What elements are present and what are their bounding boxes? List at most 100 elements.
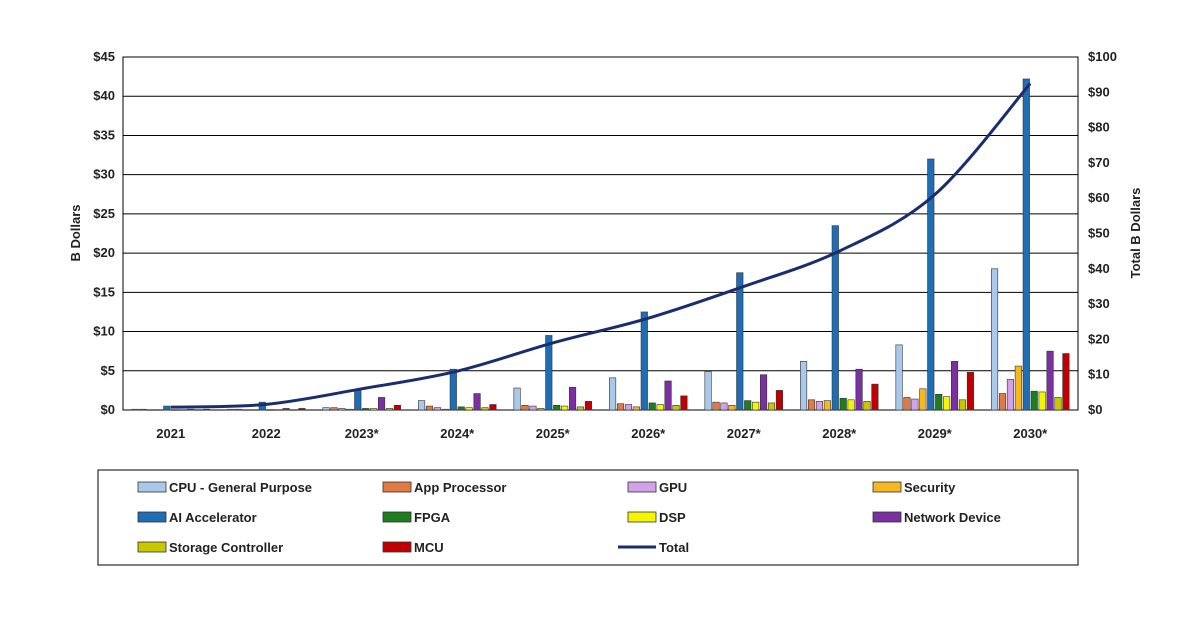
bar-ai-accelerator (927, 158, 935, 411)
x-tick-label: 2022 (252, 426, 281, 441)
legend-swatch-app-processor (382, 481, 412, 493)
bar-network-device (187, 408, 195, 411)
bar-network-device (1046, 350, 1054, 411)
x-tick-label: 2024* (440, 426, 475, 441)
y2-tick-label: $70 (1088, 155, 1110, 170)
legend-label-fpga: FPGA (414, 510, 451, 525)
axes: $0 $5 $10 $15 $20 $25 $30 $35 $40 $45 $0 $10 $20 $30 $… (68, 49, 1143, 441)
bar-dsp (274, 409, 282, 411)
bar-dsp (847, 399, 855, 411)
legend-box (97, 469, 1079, 566)
bar-fpga (935, 394, 943, 411)
x-tick-label: 2029* (918, 426, 953, 441)
legend-swatch-storage-controller (137, 541, 167, 553)
y2-tick-label: $30 (1088, 296, 1110, 311)
bar-security (728, 404, 736, 411)
y2-tick-label: $50 (1088, 226, 1110, 241)
y-tick-label: $40 (93, 88, 115, 103)
bar-gpu (242, 409, 250, 411)
bar-security (1014, 365, 1022, 411)
bar-storage-controller (1054, 397, 1062, 411)
bar-gpu (433, 407, 441, 411)
bar-security (823, 400, 831, 411)
bar-fpga (648, 402, 656, 411)
legend-swatch-dsp (627, 511, 657, 523)
legend-swatch-cpu-general-purpose (137, 481, 167, 493)
bar-network-device (569, 386, 577, 411)
bar-storage-controller (481, 407, 489, 411)
bar-cpu-general-purpose (704, 371, 712, 411)
bar-storage-controller (290, 409, 298, 411)
bar-gpu (720, 402, 728, 411)
y2-tick-label: $60 (1088, 190, 1110, 205)
bar-network-device (282, 408, 290, 411)
bar-cpu-general-purpose (609, 377, 617, 411)
y-tick-label: $5 (101, 363, 115, 378)
bar-storage-controller (958, 399, 967, 411)
y2-tick-label: $90 (1088, 84, 1110, 99)
bar-cpu-general-purpose (322, 407, 330, 411)
bar-fpga (553, 404, 561, 411)
bar-gpu (624, 404, 632, 411)
bar-fpga (1030, 390, 1038, 411)
total-line (170, 82, 1032, 409)
bar-security (250, 409, 258, 411)
legend-swatch-fpga (382, 511, 412, 523)
bar-app-processor (998, 393, 1007, 411)
legend-swatch-gpu (627, 481, 657, 493)
bar-mcu (489, 404, 497, 411)
bar-gpu (147, 409, 155, 411)
y-tick-label: $10 (93, 324, 115, 339)
bar-security (346, 408, 354, 411)
bar-mcu (584, 401, 592, 411)
x-tick-label: 2025* (536, 426, 571, 441)
x-tick-label: 2023* (345, 426, 380, 441)
bar-ai-accelerator (449, 368, 457, 411)
bar-security (441, 408, 449, 411)
bar-cpu-general-purpose (227, 408, 235, 411)
y-tick-label: $25 (93, 206, 115, 221)
bar-cpu-general-purpose (131, 408, 139, 411)
y2-tick-label: $40 (1088, 261, 1110, 276)
legend-label-app-processor: App Processor (414, 480, 506, 495)
legend-label-cpu-general-purpose: CPU - General Purpose (169, 480, 312, 495)
bar-network-device (951, 361, 959, 411)
bar-fpga (457, 406, 465, 411)
y-tick-label: $20 (93, 245, 115, 260)
y-tick-label: $0 (101, 402, 115, 417)
bar-cpu-general-purpose (513, 387, 521, 411)
bar-fpga (839, 397, 847, 411)
bar-dsp (465, 407, 473, 411)
bar-app-processor (903, 397, 911, 411)
bar-mcu (775, 390, 783, 411)
legend-label-security: Security (904, 480, 956, 495)
y2-tick-label: $100 (1088, 49, 1117, 64)
bar-gpu (1006, 379, 1014, 411)
x-tick-label: 2021 (156, 426, 185, 441)
x-tick-label: 2027* (727, 426, 762, 441)
bar-ai-accelerator (831, 225, 839, 411)
y2-tick-label: $20 (1088, 331, 1110, 346)
bar-storage-controller (385, 408, 394, 411)
bar-fpga (362, 408, 370, 411)
bar-mcu (966, 372, 974, 411)
bars (131, 78, 1070, 411)
bar-dsp (656, 404, 664, 411)
legend: CPU - General Purpose App Processor GPU Sec… (97, 469, 1079, 566)
x-tick-label: 2026* (631, 426, 666, 441)
total-line-group (170, 82, 1032, 409)
bar-cpu-general-purpose (418, 400, 426, 411)
bar-storage-controller (194, 409, 203, 411)
bar-dsp (179, 409, 187, 411)
legend-label-ai-accelerator: AI Accelerator (169, 510, 257, 525)
y-tick-label: $15 (93, 284, 115, 299)
bar-network-device (378, 397, 386, 411)
x-tick-label: 2028* (822, 426, 857, 441)
bar-dsp (370, 408, 378, 411)
bar-gpu (911, 398, 919, 411)
bar-network-device (855, 368, 863, 411)
legend-label-mcu: MCU (414, 540, 444, 555)
bar-cpu-general-purpose (991, 268, 999, 411)
y-tick-label: $30 (93, 167, 115, 182)
bar-ai-accelerator (1022, 78, 1030, 411)
